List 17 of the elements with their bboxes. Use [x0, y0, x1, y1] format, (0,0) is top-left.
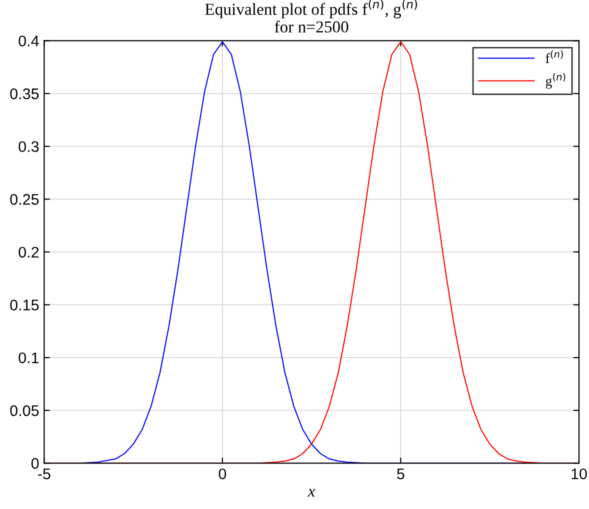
y-tick-label: 0.4: [18, 36, 39, 46]
y-tick-label: 0.1: [18, 352, 39, 364]
legend-label: f$^{(n)}$: [546, 50, 563, 63]
y-tick-label: 0.25: [10, 194, 39, 205]
x-tick-label: 10: [572, 468, 587, 480]
x-tick-label: -5: [38, 468, 50, 480]
y-tick-label: 0.05: [10, 405, 39, 416]
y-tick-label: 0.15: [10, 300, 39, 310]
legend-label: g$^{(n)}$: [546, 72, 566, 89]
y-tick-label: 0.2: [18, 246, 39, 258]
y-tick-label: 0: [31, 458, 39, 469]
y-tick-label: 0.35: [10, 88, 39, 100]
x-axis-title: x: [308, 488, 316, 497]
y-tick-label: 0.3: [18, 141, 39, 152]
x-tick-label: 5: [397, 468, 404, 480]
chart-title: Equivalent plot of pdfs f$^{(n)}$, g$^{(n)}$ for n=2500: [205, 0, 418, 33]
x-tick-label: 0: [218, 468, 226, 480]
